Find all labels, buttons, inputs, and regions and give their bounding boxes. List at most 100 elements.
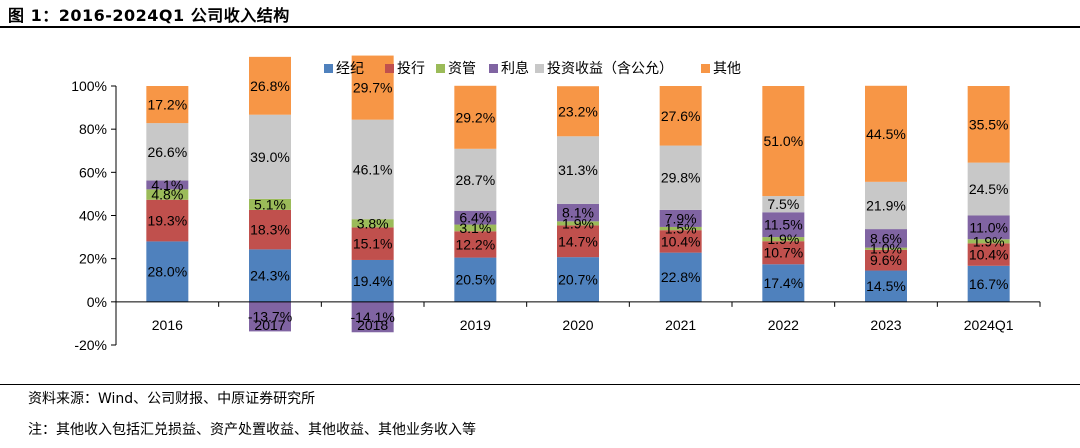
data-label-brokerage-2018: 19.4% <box>353 273 393 289</box>
data-label-asset-mgmt-2018: 3.8% <box>357 215 389 231</box>
legend-label-brokerage: 经纪 <box>336 60 364 76</box>
data-label-asset-mgmt-2020: 1.9% <box>562 215 594 231</box>
y-tick-label: 100% <box>71 78 107 94</box>
bar-other-2019 <box>454 85 497 149</box>
data-label-brokerage-2017: 24.3% <box>250 268 290 284</box>
bar-brokerage-2019 <box>454 257 497 302</box>
data-label-interest-2019: 6.4% <box>459 210 491 226</box>
bar-brokerage-2016 <box>146 241 189 302</box>
bar-asset-mgmt-2016 <box>146 189 189 200</box>
bar-other-2016 <box>146 86 189 124</box>
bar-investment-income-2024Q1 <box>967 162 1010 216</box>
data-label-other-2023: 44.5% <box>866 126 906 142</box>
data-label-asset-mgmt-2017: 5.1% <box>254 196 286 212</box>
legend-swatch-investment-income <box>535 64 544 73</box>
bar-brokerage-2018 <box>351 259 394 302</box>
y-tick-label: 0% <box>87 294 107 310</box>
data-label-investment-banking-2023: 9.6% <box>870 252 902 268</box>
x-tick-label-2019: 2019 <box>460 317 491 333</box>
data-label-investment-banking-2022: 10.7% <box>763 245 803 261</box>
bar-investment-income-2020 <box>557 136 599 204</box>
data-label-other-2018: 29.7% <box>353 80 393 96</box>
data-label-investment-income-2022: 7.5% <box>767 196 799 212</box>
legend-swatch-asset-mgmt <box>436 64 445 73</box>
bar-investment-income-2016 <box>146 123 189 181</box>
x-tick-label-2021: 2021 <box>665 317 696 333</box>
bar-investment-income-2021 <box>659 145 702 210</box>
y-tick-label: -20% <box>74 337 107 353</box>
bar-asset-mgmt-2024Q1 <box>967 239 1010 244</box>
data-label-interest-2018: -14.1% <box>350 309 394 325</box>
data-label-investment-income-2016: 26.6% <box>147 144 187 160</box>
bar-other-2021 <box>659 86 702 146</box>
bar-investment-banking-2017 <box>249 209 291 250</box>
bar-interest-2021 <box>659 209 702 227</box>
legend-label-other: 其他 <box>713 60 741 76</box>
bar-asset-mgmt-2022 <box>762 237 805 242</box>
y-tick-label: 40% <box>79 208 107 224</box>
data-label-investment-income-2017: 39.0% <box>250 149 290 165</box>
bar-asset-mgmt-2017 <box>249 198 291 210</box>
bar-investment-banking-2022 <box>762 241 805 265</box>
data-label-investment-banking-2024Q1: 10.4% <box>969 247 1009 263</box>
bar-other-2017 <box>249 56 291 115</box>
legend-label-interest: 利息 <box>501 60 529 76</box>
data-label-brokerage-2016: 28.0% <box>147 264 187 280</box>
bar-brokerage-2020 <box>557 257 599 302</box>
bar-interest-2020 <box>557 203 599 222</box>
y-tick-label: 60% <box>79 164 107 180</box>
bar-investment-income-2018 <box>351 119 394 220</box>
source-note: 资料来源：Wind、公司财报、中原证券研究所 <box>28 391 316 407</box>
bar-other-2020 <box>557 86 599 137</box>
bar-investment-income-2017 <box>249 114 291 199</box>
bar-brokerage-2023 <box>865 270 907 302</box>
bar-asset-mgmt-2023 <box>865 247 907 250</box>
data-label-investment-banking-2017: 18.3% <box>250 222 290 238</box>
data-label-investment-income-2023: 21.9% <box>866 197 906 213</box>
legend-label-investment-income: 投资收益（含公允） <box>547 60 673 76</box>
data-label-brokerage-2024Q1: 16.7% <box>969 276 1009 292</box>
bar-investment-banking-2016 <box>146 199 189 242</box>
data-label-asset-mgmt-2023: 1.0% <box>870 241 902 257</box>
data-label-asset-mgmt-2021: 1.5% <box>665 221 697 237</box>
data-label-interest-2021: 7.9% <box>665 210 697 226</box>
x-tick-label-2024Q1: 2024Q1 <box>964 317 1014 333</box>
data-label-interest-2024Q1: 11.0% <box>969 219 1008 235</box>
data-label-brokerage-2019: 20.5% <box>455 272 495 288</box>
bar-investment-banking-2018 <box>351 227 394 260</box>
bar-brokerage-2021 <box>659 252 702 302</box>
data-label-asset-mgmt-2024Q1: 1.9% <box>973 233 1005 249</box>
bar-brokerage-2022 <box>762 264 805 302</box>
bar-investment-banking-2024Q1 <box>967 243 1010 266</box>
data-label-investment-banking-2018: 15.1% <box>353 236 393 252</box>
data-label-investment-banking-2021: 10.4% <box>661 233 701 249</box>
bar-other-2022 <box>762 86 805 197</box>
data-label-investment-income-2019: 28.7% <box>455 172 495 188</box>
data-label-asset-mgmt-2022: 1.9% <box>767 231 799 247</box>
bar-interest-2024Q1 <box>967 215 1010 240</box>
bar-brokerage-2024Q1 <box>967 265 1010 302</box>
data-label-investment-income-2021: 29.8% <box>661 170 701 186</box>
data-label-asset-mgmt-2016: 4.8% <box>151 187 183 203</box>
data-label-interest-2016: 4.1% <box>151 177 183 193</box>
bar-investment-income-2022 <box>762 196 805 213</box>
x-tick-label-2022: 2022 <box>768 317 799 333</box>
bar-investment-banking-2020 <box>557 225 599 258</box>
bar-interest-2022 <box>762 212 805 238</box>
data-label-investment-banking-2019: 12.2% <box>455 236 495 252</box>
data-label-other-2017: 26.8% <box>250 78 290 94</box>
legend-swatch-brokerage <box>324 64 333 73</box>
bar-asset-mgmt-2021 <box>659 226 702 231</box>
bar-interest-2019 <box>454 210 497 225</box>
data-label-other-2016: 17.2% <box>147 97 187 113</box>
bar-interest-2017 <box>249 301 291 332</box>
data-label-other-2020: 23.2% <box>558 103 598 119</box>
bar-investment-banking-2023 <box>865 249 907 271</box>
bar-interest-2018 <box>351 301 394 333</box>
y-tick-label: 20% <box>79 251 107 267</box>
data-label-interest-2022: 11.5% <box>764 217 803 233</box>
data-label-other-2021: 27.6% <box>661 108 701 124</box>
legend-swatch-investment-banking <box>385 64 394 73</box>
bar-asset-mgmt-2018 <box>351 219 394 228</box>
data-label-other-2022: 51.0% <box>763 133 803 149</box>
